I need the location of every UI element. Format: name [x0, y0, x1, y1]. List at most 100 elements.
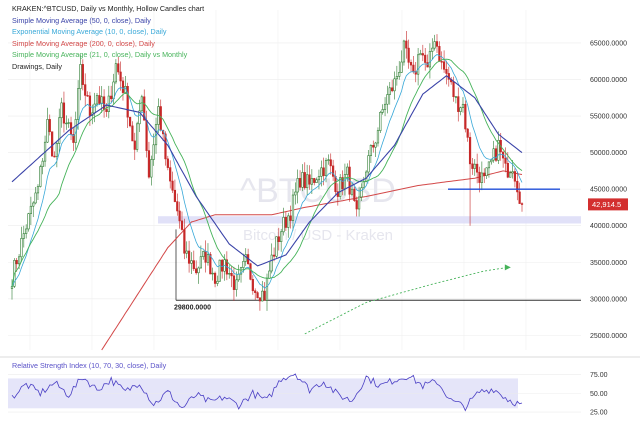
candle [199, 245, 202, 269]
candle [277, 227, 280, 251]
candle-body [249, 263, 252, 280]
candle-body [386, 94, 389, 105]
ema10-line [11, 54, 523, 289]
candle-body [114, 63, 117, 83]
candle [457, 87, 460, 122]
y-tick-label: 60000.0000 [590, 77, 627, 84]
candle-body [268, 270, 271, 279]
legend-sma50[interactable]: Simple Moving Average (50, 0, close), Da… [12, 15, 151, 25]
candle [461, 97, 465, 113]
candle-body [440, 61, 443, 63]
candle [329, 153, 332, 175]
rsi-tick-label: 75.00 [590, 372, 608, 379]
candle [258, 297, 262, 311]
candle-body [398, 72, 401, 77]
candle [350, 182, 354, 197]
watermark-subtitle: Bitcoin / USD - Kraken [243, 227, 393, 244]
candle [150, 155, 153, 186]
candle-body [185, 250, 188, 254]
candle-body [176, 201, 179, 212]
candle-body [485, 167, 488, 176]
candle-body [105, 109, 108, 112]
sma200-line [101, 170, 523, 351]
candle-body [298, 178, 302, 188]
candle [511, 160, 514, 179]
candle-body [180, 220, 184, 230]
candle-body [190, 260, 193, 264]
candle [487, 161, 491, 178]
candle [494, 145, 498, 163]
candle [478, 166, 481, 193]
candle [492, 140, 495, 163]
candle-body [93, 103, 96, 114]
candle-body [308, 174, 311, 185]
candle [263, 282, 266, 301]
candle-body [81, 64, 84, 85]
candle-body [29, 205, 32, 214]
candle-body [464, 103, 467, 130]
candle-body [350, 188, 354, 195]
candle-body [294, 191, 297, 196]
candle [353, 186, 356, 202]
candle-body [159, 106, 162, 131]
candle-body [171, 180, 174, 191]
candle [360, 183, 363, 202]
candle-body [254, 290, 257, 293]
candle-body [476, 163, 479, 173]
candle-body [287, 215, 290, 228]
candle [442, 50, 446, 73]
candle-body [353, 188, 356, 201]
candle [471, 157, 474, 175]
legend-drawings[interactable]: Drawings, Daily [12, 61, 62, 71]
candle-body [192, 260, 195, 270]
candle-body [369, 145, 372, 156]
candle-body [41, 160, 44, 167]
candle-body [494, 148, 498, 161]
candle-body [412, 64, 415, 72]
candle-body [487, 161, 491, 169]
candle [388, 82, 391, 105]
candle-body [480, 172, 483, 183]
candle [178, 201, 181, 229]
candle [317, 169, 321, 190]
sma50-line [11, 75, 523, 267]
y-tick-label: 25000.0000 [590, 333, 627, 340]
candle [275, 236, 278, 259]
candle [419, 49, 422, 56]
candle-body [431, 47, 434, 52]
legend-sma21[interactable]: Simple Moving Average (21, 0, close), Da… [12, 50, 188, 60]
candle-body [235, 279, 238, 290]
candle [77, 80, 80, 130]
candle [190, 252, 193, 274]
candle-body [417, 54, 420, 75]
candle-body [379, 112, 382, 131]
candle-body [506, 162, 509, 178]
candle [128, 116, 132, 128]
candle [249, 262, 252, 281]
candle [185, 241, 188, 259]
candle-body [452, 81, 455, 98]
candle [289, 205, 292, 229]
candle [270, 243, 273, 274]
candle [67, 118, 70, 128]
candle-body [372, 145, 375, 148]
candle [169, 160, 172, 189]
candle [374, 141, 377, 158]
candle-body [355, 200, 358, 210]
legend-sma200[interactable]: Simple Moving Average (200, 0, close), D… [12, 38, 155, 48]
candle-body [383, 103, 387, 110]
candle-body [46, 119, 49, 143]
legend-ema10[interactable]: Exponential Moving Average (10, 0, close… [12, 27, 167, 37]
candle-body [147, 150, 151, 178]
candle-body [62, 102, 66, 124]
candle [221, 259, 224, 279]
candle-body [357, 196, 361, 210]
candle-body [381, 109, 384, 113]
candle [22, 225, 25, 248]
candle-body [173, 189, 177, 202]
candle [187, 240, 191, 273]
candle-body [86, 95, 89, 97]
candle-body [126, 86, 129, 118]
candle [445, 60, 448, 85]
